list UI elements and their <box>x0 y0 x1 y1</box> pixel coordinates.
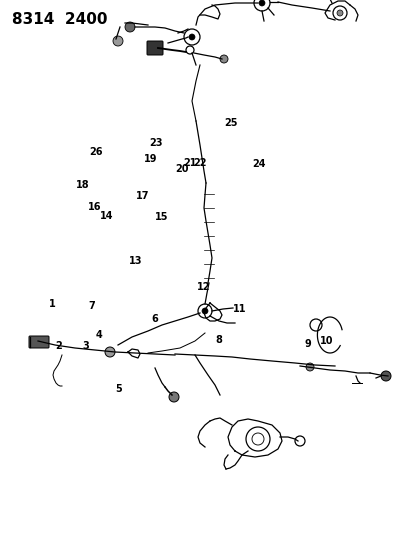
Text: 26: 26 <box>89 147 103 157</box>
Text: 21: 21 <box>183 158 196 167</box>
Circle shape <box>125 22 135 32</box>
Text: 7: 7 <box>89 302 95 311</box>
Text: 12: 12 <box>197 282 210 292</box>
Text: 8314  2400: 8314 2400 <box>12 12 107 27</box>
Circle shape <box>381 371 391 381</box>
Circle shape <box>113 36 123 46</box>
Text: 4: 4 <box>96 330 102 340</box>
Text: 25: 25 <box>225 118 238 127</box>
Text: 22: 22 <box>193 158 206 167</box>
Text: 3: 3 <box>83 342 89 351</box>
Text: 14: 14 <box>100 211 114 221</box>
Text: 15: 15 <box>155 213 168 222</box>
Circle shape <box>169 392 179 402</box>
Text: 24: 24 <box>252 159 265 169</box>
Text: 2: 2 <box>56 342 62 351</box>
Text: 16: 16 <box>88 202 102 212</box>
Text: 20: 20 <box>175 165 188 174</box>
Text: 8: 8 <box>215 335 222 345</box>
Circle shape <box>259 0 265 6</box>
Text: 10: 10 <box>320 336 334 346</box>
Text: 13: 13 <box>129 256 142 266</box>
Circle shape <box>337 10 343 16</box>
Text: 19: 19 <box>144 154 158 164</box>
Text: 9: 9 <box>305 339 311 349</box>
Circle shape <box>189 34 195 40</box>
Text: 17: 17 <box>136 191 150 201</box>
Circle shape <box>220 55 228 63</box>
Text: 23: 23 <box>149 138 162 148</box>
Text: 1: 1 <box>49 299 55 309</box>
Text: 11: 11 <box>233 304 246 314</box>
Text: 18: 18 <box>76 181 90 190</box>
Text: 6: 6 <box>152 314 158 324</box>
Text: 5: 5 <box>116 384 122 394</box>
Circle shape <box>202 308 208 314</box>
Circle shape <box>105 347 115 357</box>
FancyBboxPatch shape <box>147 41 163 55</box>
FancyBboxPatch shape <box>29 336 49 348</box>
Circle shape <box>306 363 314 371</box>
